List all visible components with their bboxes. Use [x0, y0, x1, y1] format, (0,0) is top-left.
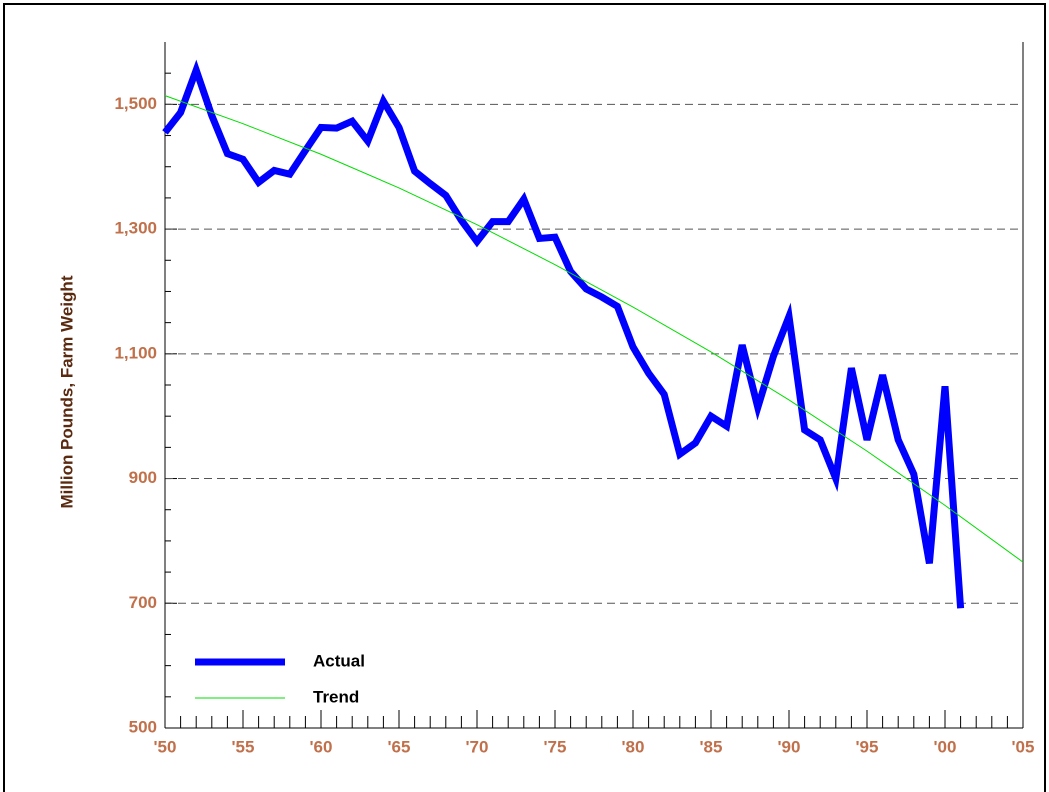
x-tick-label: '90	[778, 737, 801, 756]
y-tick-label: 1,500	[114, 94, 157, 113]
legend-label: Trend	[313, 687, 359, 706]
series-line	[164, 95, 1024, 563]
x-tick-label: '70	[466, 737, 489, 756]
x-tick-label: '00	[934, 737, 957, 756]
frame	[3, 3, 1046, 792]
x-tick-label: '75	[544, 737, 567, 756]
legend-label: Actual	[313, 651, 365, 670]
y-tick-label: 500	[129, 717, 157, 736]
x-tick-label: '50	[154, 737, 177, 756]
x-tick-label: '95	[856, 737, 879, 756]
x-tick-label: '85	[700, 737, 723, 756]
y-tick-label: 1,300	[114, 219, 157, 238]
x-tick-label: '80	[622, 737, 645, 756]
x-tick-label: '55	[232, 737, 255, 756]
y-tick-label: 700	[129, 593, 157, 612]
y-tick-label: 900	[129, 468, 157, 487]
y-axis-label: Million Pounds, Farm Weight	[57, 275, 76, 508]
y-tick-label: 1,100	[114, 343, 157, 362]
x-tick-label: '05	[1012, 737, 1035, 756]
x-tick-label: '65	[388, 737, 411, 756]
series-line	[162, 59, 965, 609]
x-tick-label: '60	[310, 737, 333, 756]
